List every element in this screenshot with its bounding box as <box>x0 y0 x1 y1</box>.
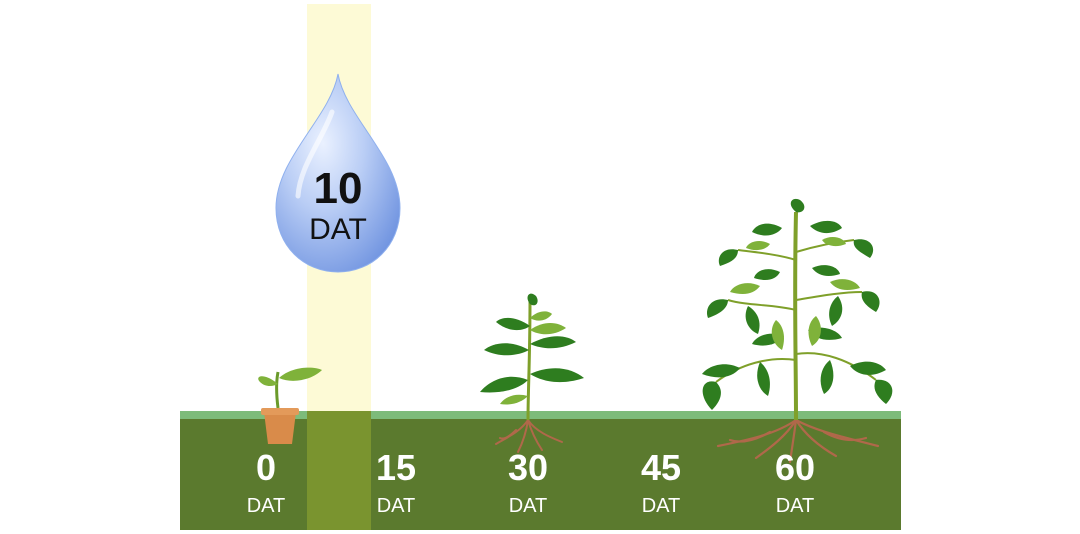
seedling-in-pot-icon <box>258 367 322 444</box>
water-drop-icon <box>275 73 401 273</box>
grass-strip <box>180 411 901 420</box>
drop-shine <box>295 109 335 199</box>
mature-tomato-plant-icon <box>702 198 893 464</box>
highlight-soil <box>307 411 371 530</box>
young-tomato-plant-icon <box>480 293 584 453</box>
